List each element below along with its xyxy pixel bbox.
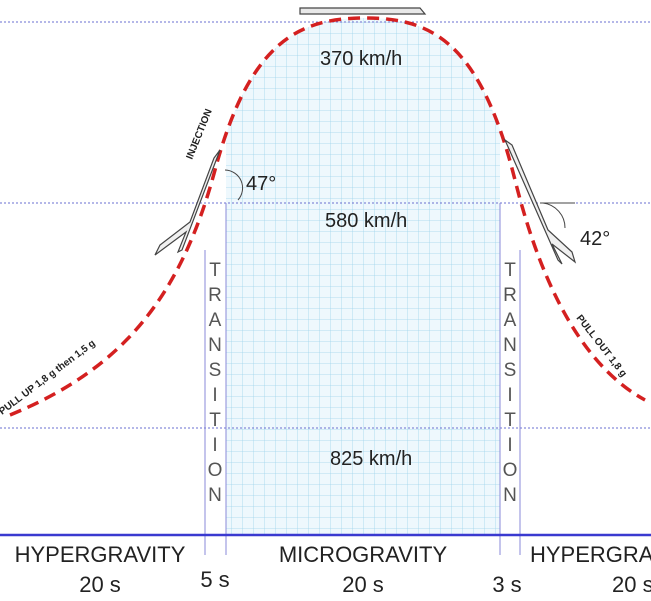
maneuver-label: INJECTION [185, 108, 215, 162]
airplanes [154, 7, 577, 265]
speed-label: 825 km/h [330, 448, 412, 470]
grid [226, 18, 500, 535]
transition-label: TRANSITION [205, 260, 226, 510]
phase-dividers [204, 203, 521, 555]
angle-label: 42° [580, 228, 610, 250]
transition-duration: 3 s [492, 572, 521, 597]
phase-name: HYPERGRAVITY [15, 542, 186, 567]
phase-duration: 20 s [79, 572, 121, 597]
phase-duration: 20 s [612, 572, 651, 597]
speed-label: 580 km/h [325, 210, 407, 232]
transition-duration: 5 s [200, 567, 229, 592]
phase-name: MICROGRAVITY [279, 542, 448, 567]
altitude-lines [0, 21, 651, 429]
angle-arc [224, 169, 244, 201]
transition-label: TRANSITION [500, 260, 521, 510]
phase-name: HYPERGRAVITY [530, 542, 651, 567]
phase-duration: 20 s [342, 572, 384, 597]
speed-label: 370 km/h [320, 48, 402, 70]
angle-label: 47° [246, 173, 276, 195]
angle-arc [542, 202, 566, 229]
parabola [9, 16, 646, 417]
maneuver-label: PULL OUT 1,8 g [574, 313, 629, 379]
